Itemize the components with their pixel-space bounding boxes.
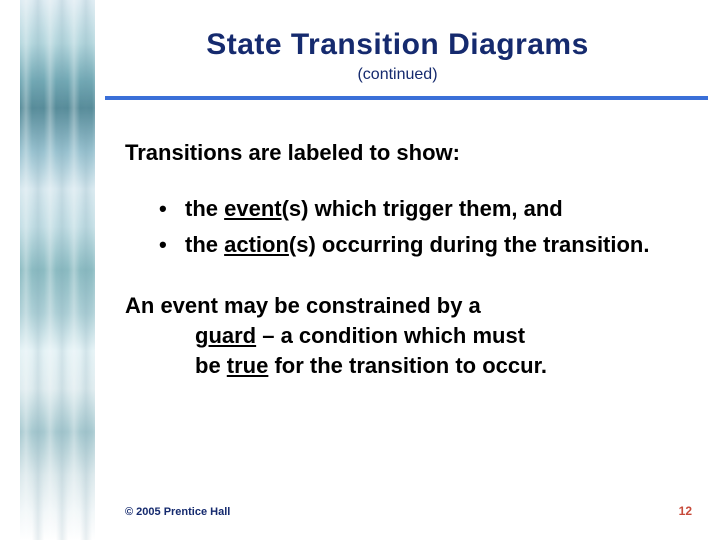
bullet-item: the event(s) which trigger them, and	[155, 194, 665, 224]
bullet-item: the action(s) occurring during the trans…	[155, 230, 665, 260]
footer-copyright: © 2005 Prentice Hall	[125, 506, 230, 518]
slide-title: State Transition Diagrams	[115, 28, 680, 62]
paragraph: An event may be constrained by a guard –…	[125, 291, 665, 380]
bullet-text-underline: event	[224, 196, 281, 221]
bullet-text-pre: the	[185, 232, 224, 257]
horizontal-rule	[105, 96, 708, 100]
para-line3-post: for the transition to occur.	[268, 353, 547, 378]
decorative-sidebar	[20, 0, 95, 540]
para-line1: An event may be constrained by a	[125, 293, 481, 318]
content-area: Transitions are labeled to show: the eve…	[125, 140, 665, 380]
lead-text: Transitions are labeled to show:	[125, 140, 665, 166]
para-true: true	[227, 353, 269, 378]
bullet-list: the event(s) which trigger them, and the…	[155, 194, 665, 259]
page-number: 12	[679, 504, 692, 518]
para-line3-pre: be	[195, 353, 227, 378]
bullet-text-post: (s) occurring during the transition.	[289, 232, 650, 257]
bullet-text-pre: the	[185, 196, 224, 221]
para-line2-mid: – a condition which must	[256, 323, 525, 348]
para-guard: guard	[195, 323, 256, 348]
bullet-text-underline: action	[224, 232, 289, 257]
bullet-text-post: (s) which trigger them, and	[282, 196, 563, 221]
slide-subtitle: (continued)	[115, 66, 680, 84]
title-block: State Transition Diagrams (continued)	[115, 28, 680, 84]
